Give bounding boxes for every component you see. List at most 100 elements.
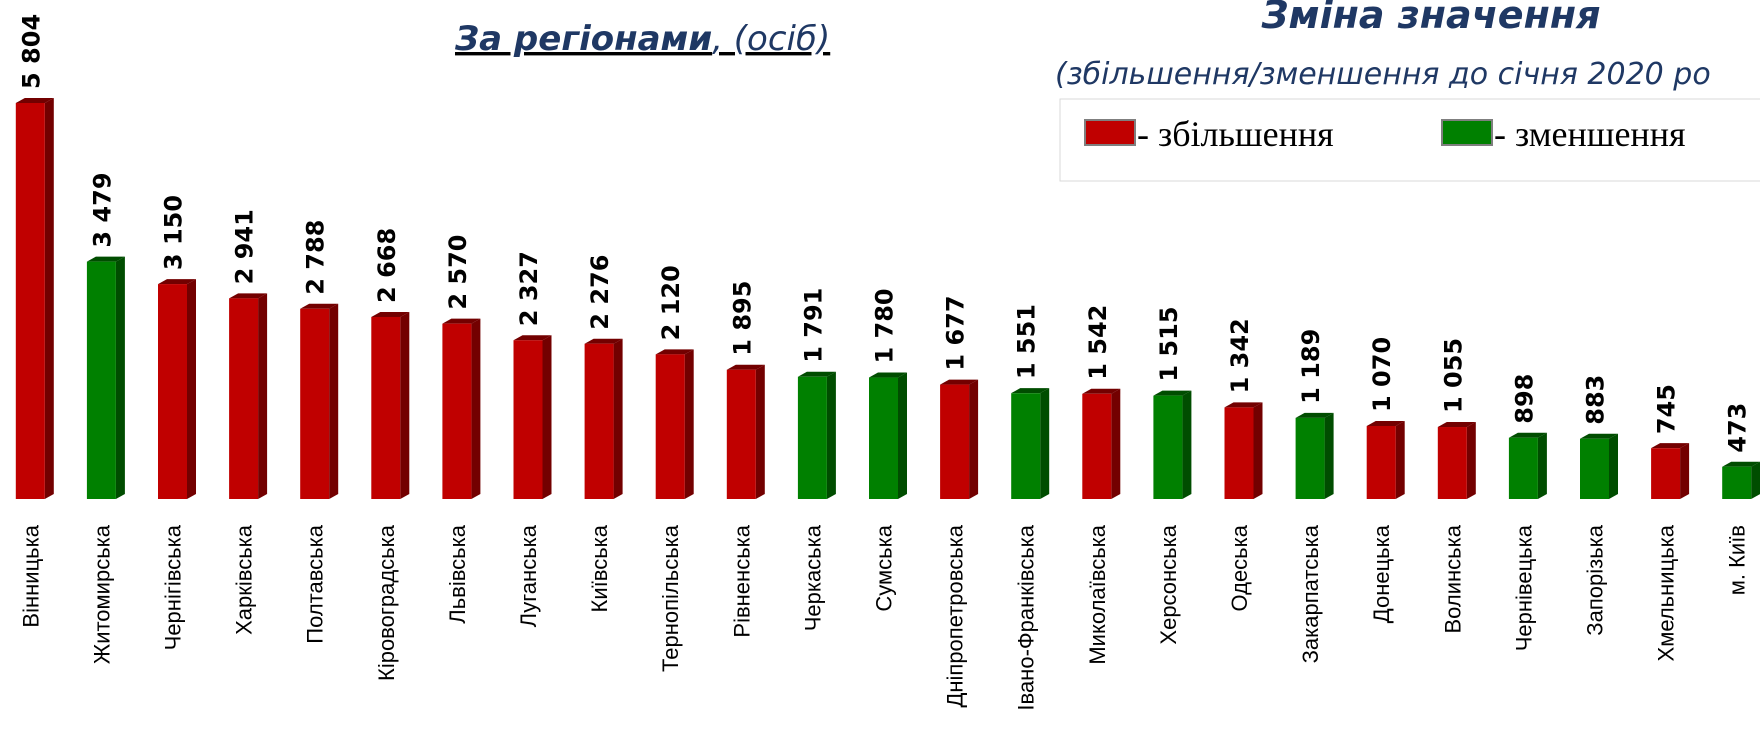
bar-top: [1082, 388, 1121, 394]
bar-top: [1153, 390, 1192, 396]
value-label: 473: [1724, 403, 1752, 453]
bar: [869, 377, 898, 499]
bar: [15, 103, 45, 499]
bar-side: [329, 303, 339, 499]
legend-swatch: [1084, 119, 1136, 146]
bar-top: [655, 349, 694, 355]
bar: [1011, 393, 1041, 499]
value-label: 1 677: [942, 295, 970, 370]
bar: [229, 298, 259, 499]
value-label: 3 150: [160, 195, 188, 270]
bar-top: [940, 379, 979, 385]
x-tick-label: Кіровоградська: [374, 524, 399, 681]
legend-subtitle: (збільшення/зменшення до січня 2020 ро: [1055, 57, 1711, 92]
x-tick-label: Донецька: [1369, 524, 1394, 623]
bar-top: [1722, 461, 1760, 467]
x-tick-label: м. Київ: [1725, 525, 1750, 595]
bar: [1153, 395, 1183, 499]
bar-side: [1680, 443, 1690, 499]
bar-side: [1751, 461, 1760, 499]
value-label: 2 668: [373, 228, 401, 303]
bar-side: [1253, 402, 1263, 499]
bar: [940, 384, 970, 499]
bar: [1082, 393, 1112, 499]
legend-label: - збільшення: [1137, 114, 1334, 154]
x-tick-label: Миколаївська: [1085, 524, 1110, 664]
value-label: 1 055: [1439, 338, 1467, 413]
value-label: 2 120: [657, 265, 685, 340]
x-tick-label: Чернігівська: [161, 524, 186, 650]
legend-swatch: [1441, 119, 1493, 146]
bar: [726, 369, 756, 499]
value-label: 2 327: [515, 251, 543, 326]
bar: [584, 343, 614, 499]
x-tick-label: Рівненська: [729, 524, 754, 637]
title-suffix: , (осіб): [712, 19, 830, 59]
bar-side: [44, 98, 54, 499]
value-label: 1 189: [1297, 329, 1325, 404]
x-tick-label: Львівська: [445, 524, 470, 623]
bar-side: [1040, 388, 1050, 499]
x-tick-label: Волинська: [1440, 524, 1465, 633]
value-label: 1 070: [1368, 337, 1396, 412]
value-label: 1 342: [1226, 318, 1254, 393]
bar-top: [1437, 422, 1476, 428]
value-label: 883: [1582, 375, 1610, 425]
bar-side: [684, 349, 694, 499]
x-tick-label: Чернівецька: [1511, 524, 1536, 651]
x-tick-label: Житомирська: [89, 524, 114, 664]
x-tick-label: Тернопільська: [658, 524, 683, 672]
x-tick-label: Івано-Франківська: [1014, 524, 1039, 710]
x-tick-label: Полтавська: [303, 524, 328, 643]
bar-top: [158, 279, 196, 285]
bar-top: [371, 311, 410, 317]
x-tick-label: Луганська: [516, 524, 541, 627]
bar-side: [400, 311, 410, 499]
bar-side: [755, 364, 765, 499]
bar-top: [726, 364, 765, 370]
chart-title: За регіонами, (осіб): [454, 19, 830, 59]
bar-top: [86, 256, 125, 262]
bar: [1651, 448, 1681, 499]
value-label: 3 479: [88, 172, 116, 247]
bar: [442, 323, 472, 499]
x-tick-label: Київська: [587, 524, 612, 612]
bar-side: [187, 279, 196, 499]
bar-top: [869, 372, 907, 378]
value-label: 898: [1510, 374, 1538, 424]
bar-side: [826, 371, 836, 499]
bar: [513, 340, 543, 499]
bar-top: [300, 303, 339, 309]
value-label: 2 276: [586, 255, 614, 330]
bar-side: [542, 335, 552, 499]
x-tick-label: Харківська: [232, 524, 257, 635]
value-label: 1 542: [1084, 305, 1112, 380]
bar-top: [1224, 402, 1263, 408]
bar-side: [115, 256, 125, 499]
bar: [1366, 425, 1396, 499]
x-tick-label: Хмельницька: [1654, 524, 1679, 661]
x-tick-label: Одеська: [1227, 524, 1252, 611]
value-label: 1 515: [1155, 306, 1183, 381]
bar-top: [15, 98, 54, 103]
bar-side: [898, 372, 907, 499]
bar-side: [969, 379, 979, 499]
legend-label: - зменшення: [1494, 114, 1686, 154]
value-label: 745: [1653, 384, 1681, 434]
bar: [797, 376, 827, 499]
bar-top: [1580, 433, 1618, 439]
value-label: 5 804: [17, 14, 45, 89]
bar: [1722, 466, 1752, 499]
bar: [1580, 438, 1609, 499]
bar-side: [258, 293, 268, 499]
x-tick-label: Херсонська: [1156, 524, 1181, 644]
value-label: 1 791: [799, 288, 827, 363]
bar: [1437, 427, 1467, 499]
bar: [1295, 417, 1325, 499]
bar-top: [1508, 432, 1547, 438]
x-tick-label: Сумська: [872, 524, 897, 611]
bar-side: [1609, 433, 1618, 499]
bar-side: [1466, 422, 1476, 499]
bar-top: [584, 338, 623, 344]
